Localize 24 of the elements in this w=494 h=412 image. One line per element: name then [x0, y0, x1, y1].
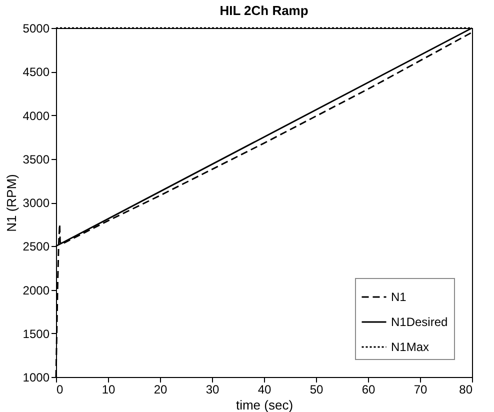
y-tick-label: 5000: [22, 22, 50, 36]
x-tick-label: 50: [310, 382, 324, 396]
y-tick-label: 1000: [22, 370, 50, 384]
y-tick-label: 2000: [22, 283, 50, 298]
legend-label: N1Max: [391, 340, 430, 354]
y-tick-label: 4000: [22, 108, 50, 123]
y-tick-label: 1500: [22, 326, 50, 341]
x-tick-label: 70: [414, 382, 428, 396]
legend-label: N1: [391, 290, 407, 304]
x-tick-label: 30: [206, 382, 220, 396]
legend-label: N1Desired: [391, 315, 448, 329]
x-tick-label: 10: [102, 382, 116, 396]
y-tick-label: 4500: [22, 65, 50, 80]
y-tick-label: 3000: [22, 196, 50, 210]
x-axis-title: time (sec): [236, 398, 294, 412]
x-tick-label: 60: [362, 382, 376, 396]
y-tick-label: 3500: [22, 152, 50, 166]
x-tick-label: 40: [258, 382, 272, 396]
chart-title: HIL 2Ch Ramp: [220, 3, 308, 18]
x-tick-label: 80: [459, 382, 473, 396]
x-tick-label: 20: [154, 382, 168, 396]
y-tick-label: 2500: [22, 240, 50, 254]
x-tick-label: 0: [56, 382, 64, 396]
y-axis-title: N1 (RPM): [4, 174, 19, 232]
